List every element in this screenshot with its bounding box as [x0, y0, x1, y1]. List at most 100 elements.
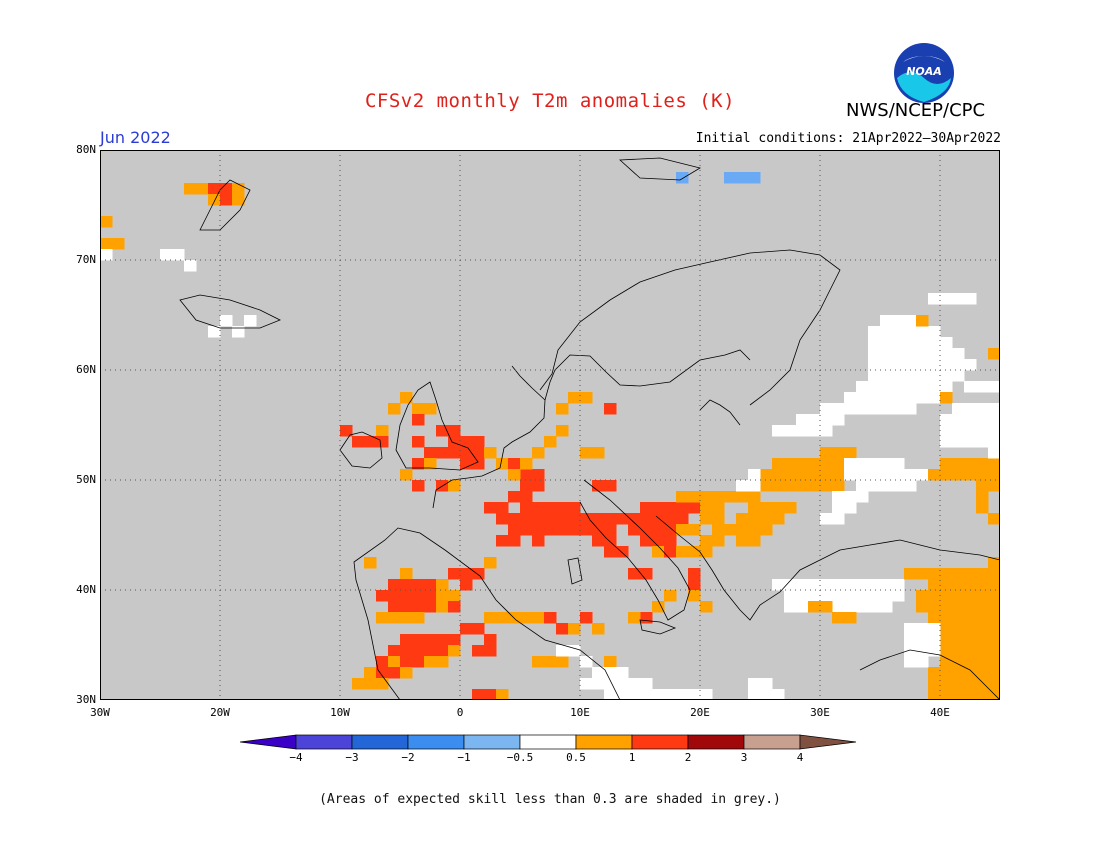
anomaly-cell: [460, 436, 473, 448]
anomaly-cell: [772, 469, 785, 481]
colorbar-tick-label: 2: [684, 751, 692, 764]
anomaly-cell: [868, 348, 881, 360]
anomaly-cell: [952, 579, 965, 591]
anomaly-cell: [400, 469, 413, 481]
anomaly-cell: [508, 491, 521, 503]
anomaly-cell: [616, 513, 629, 525]
anomaly-cell: [772, 458, 785, 470]
anomaly-cell: [904, 623, 917, 635]
anomaly-cell: [796, 469, 809, 481]
anomaly-cell: [220, 183, 233, 195]
anomaly-cell: [952, 469, 965, 481]
noaa-logo-text: NOAA: [906, 65, 942, 78]
svalbard: [619, 157, 702, 181]
anomaly-cell: [856, 381, 869, 393]
anomaly-cell: [928, 579, 941, 591]
anomaly-cell: [388, 590, 401, 602]
anomaly-cell: [772, 480, 785, 492]
anomaly-cell: [496, 513, 509, 525]
italy: [579, 479, 691, 621]
anomaly-cell: [448, 590, 461, 602]
anomaly-cell: [916, 590, 929, 602]
anomaly-cell: [940, 667, 953, 679]
anomaly-cell: [472, 447, 485, 459]
colorbar-box: [687, 734, 745, 750]
anomaly-cell: [868, 480, 881, 492]
anomaly-cell: [748, 491, 761, 503]
anomaly-cell: [868, 381, 881, 393]
anomaly-cell: [976, 491, 989, 503]
anomaly-cell: [664, 546, 677, 558]
anomaly-cell: [976, 480, 989, 492]
anomaly-cell: [928, 348, 941, 360]
anomaly-cell: [964, 359, 977, 371]
anomaly-cell: [808, 480, 821, 492]
anomaly-cell: [616, 689, 629, 700]
anomaly-cell: [688, 689, 701, 700]
anomaly-cell: [880, 458, 893, 470]
lon-label: 40E: [930, 706, 950, 719]
anomaly-cell: [976, 414, 989, 426]
anomaly-cell: [964, 403, 977, 415]
colorbar-box: [743, 734, 801, 750]
anomaly-cell: [964, 425, 977, 437]
anomaly-cell: [892, 326, 905, 338]
anomaly-cell: [436, 579, 449, 591]
anomaly-cell: [520, 469, 533, 481]
colorbar-tick-label: −0.5: [506, 751, 534, 764]
anomaly-cell: [628, 513, 641, 525]
anomaly-cell: [208, 326, 221, 338]
anomaly-cell: [976, 645, 989, 657]
lat-label: 80N: [76, 143, 96, 156]
anomaly-cell: [988, 381, 1000, 393]
anomaly-cell: [544, 513, 557, 525]
anomaly-cell: [784, 601, 797, 613]
anomaly-cell: [736, 524, 749, 536]
anomaly-cell: [940, 469, 953, 481]
anomaly-cell: [904, 326, 917, 338]
anomaly-cell: [976, 502, 989, 514]
anomaly-cell: [388, 667, 401, 679]
anomaly-cell: [736, 491, 749, 503]
anomaly-cell: [928, 337, 941, 349]
anomaly-cell: [880, 348, 893, 360]
anomaly-cell: [196, 183, 209, 195]
anomaly-cell: [364, 436, 377, 448]
anomaly-cell: [832, 469, 845, 481]
anomaly-cell: [988, 634, 1000, 646]
anomaly-cell: [436, 601, 449, 613]
anomaly-cell: [544, 502, 557, 514]
anomaly-cell: [664, 590, 677, 602]
anomaly-cell: [604, 513, 617, 525]
anomaly-cell: [916, 645, 929, 657]
ireland: [339, 431, 383, 469]
anomaly-cell: [724, 172, 737, 184]
anomaly-cell: [940, 359, 953, 371]
anomaly-cell: [940, 425, 953, 437]
anomaly-cell: [628, 678, 641, 690]
colorbar-tick-label: −3: [345, 751, 359, 764]
anomaly-cell: [976, 656, 989, 668]
anomaly-cell: [796, 480, 809, 492]
anomaly-cell: [940, 370, 953, 382]
colorbar-tick-label: 0.5: [566, 751, 586, 764]
anomaly-cell: [916, 623, 929, 635]
anomaly-cell: [976, 634, 989, 646]
anomaly-cell: [880, 403, 893, 415]
anomaly-cell: [964, 645, 977, 657]
anomaly-cell: [964, 623, 977, 635]
colorbar-tick-label: 4: [796, 751, 804, 764]
lon-label: 10E: [570, 706, 590, 719]
anomaly-cell: [916, 568, 929, 580]
anomaly-cell: [604, 689, 617, 700]
anomaly-cell: [976, 425, 989, 437]
agency-label: NWS/NCEP/CPC: [846, 100, 986, 121]
anomaly-cell: [376, 667, 389, 679]
anomaly-cell: [988, 469, 1000, 481]
anomaly-cell: [928, 370, 941, 382]
anomaly-cell: [412, 579, 425, 591]
anomaly-cell: [424, 579, 437, 591]
anomaly-cell: [976, 436, 989, 448]
anomaly-cell: [532, 513, 545, 525]
anomaly-cell: [844, 491, 857, 503]
